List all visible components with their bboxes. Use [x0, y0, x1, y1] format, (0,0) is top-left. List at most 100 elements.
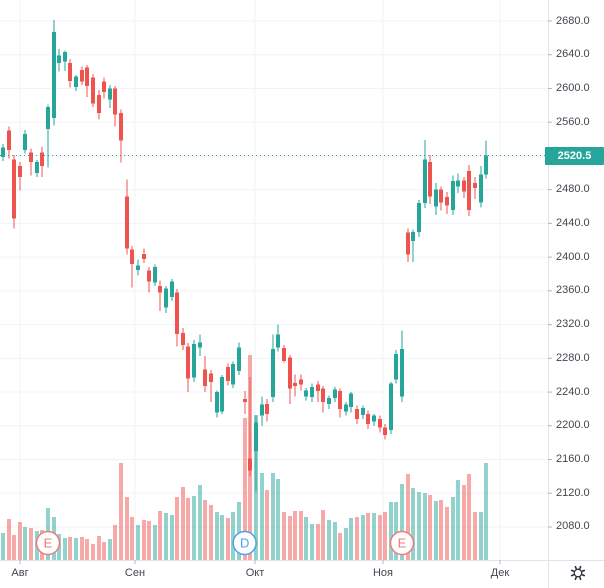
candle-body	[130, 249, 134, 264]
candle-body	[18, 166, 22, 178]
candle-body	[12, 159, 16, 219]
price-tick-label: 2480.0	[556, 183, 590, 196]
candle-body	[260, 404, 264, 416]
settings-gear-button[interactable]	[558, 560, 598, 586]
candle-body	[91, 77, 95, 104]
volume-bar	[372, 513, 376, 560]
candle-body	[271, 349, 275, 398]
volume-bar	[406, 474, 410, 560]
volume-bar	[175, 497, 179, 560]
volume-bar	[456, 480, 460, 560]
volume-bar	[316, 524, 320, 560]
earnings-marker[interactable]	[389, 530, 415, 556]
volume-bar	[282, 512, 286, 560]
last-price-value: 2520.5	[557, 149, 592, 162]
candle-body	[462, 180, 466, 192]
volume-bar	[142, 520, 146, 560]
volume-bar	[125, 497, 129, 560]
price-tick-label: 2320.0	[556, 318, 590, 331]
candle-body	[237, 347, 241, 371]
volume-bar	[467, 474, 471, 560]
price-tick-label: 2160.0	[556, 453, 590, 466]
price-tick-label: 2680.0	[556, 14, 590, 27]
price-tick-label: 2280.0	[556, 351, 590, 364]
month-label: Сен	[124, 567, 146, 579]
volume-bar	[7, 519, 11, 560]
candle-wick	[244, 391, 246, 414]
volume-bar	[344, 528, 348, 560]
volume-bar	[181, 487, 185, 560]
candle-body	[288, 357, 292, 389]
candle-body	[40, 152, 44, 167]
volume-bar	[192, 496, 196, 560]
candle-body	[479, 174, 483, 203]
candle-body	[456, 180, 460, 187]
candle-body	[29, 152, 33, 162]
candle-body	[102, 81, 106, 92]
volume-bar	[462, 485, 466, 560]
dividend-marker[interactable]	[232, 530, 257, 556]
volume-bar	[102, 542, 106, 560]
candle-body	[344, 404, 348, 412]
volume-bar	[18, 522, 22, 560]
volume-bar	[108, 539, 112, 560]
candle-body	[175, 292, 179, 334]
marker-letter: E	[398, 536, 407, 551]
volume-bar	[136, 525, 140, 560]
last-price-label: 2520.5	[545, 146, 604, 165]
volume-bar	[260, 473, 264, 560]
volume-bar	[327, 520, 331, 560]
volume-bar	[484, 463, 488, 560]
volume-bar	[378, 515, 382, 560]
candle-body	[97, 95, 101, 113]
volume-bar	[243, 418, 247, 560]
gear-icon	[570, 565, 586, 581]
volume-bar	[434, 501, 438, 560]
candle-body	[276, 334, 280, 348]
volume-bar	[85, 539, 89, 560]
candle-body	[215, 392, 219, 413]
candle-wick	[131, 246, 133, 288]
price-tick-label: 2120.0	[556, 486, 590, 499]
candle-body	[125, 196, 129, 249]
volume-bar	[394, 502, 398, 560]
volume-bar	[288, 516, 292, 560]
candle-body	[293, 382, 297, 387]
volume-bar	[198, 485, 202, 560]
volume-bar	[417, 492, 421, 560]
volume-bar	[473, 512, 477, 560]
candle-body	[63, 52, 67, 62]
price-tick-label: 2640.0	[556, 48, 590, 61]
candle-body	[366, 413, 370, 425]
volume-bar	[203, 500, 207, 560]
candle-body	[170, 281, 174, 297]
candle-body	[1, 147, 5, 157]
volume-pane	[1, 355, 488, 560]
volume-bar	[423, 493, 427, 560]
price-tick-label: 2400.0	[556, 250, 590, 263]
candle-body	[484, 155, 488, 175]
candle-body	[186, 346, 190, 379]
earnings-marker[interactable]	[35, 530, 61, 556]
candle-body	[243, 398, 247, 403]
month-label: Ноя	[372, 567, 394, 579]
volume-bar	[80, 537, 84, 560]
volume-bar	[271, 473, 275, 560]
volume-bar	[299, 511, 303, 560]
candle-body	[231, 364, 235, 385]
month-label: Дек	[490, 567, 510, 579]
candle-body	[389, 383, 393, 431]
candle-body	[383, 427, 387, 436]
candle-wick	[317, 381, 319, 403]
candle-body	[119, 112, 123, 141]
candle-body	[372, 415, 376, 422]
candle-body	[361, 408, 365, 415]
marker-letter: D	[240, 536, 249, 551]
volume-bar	[91, 544, 95, 560]
candle-body	[7, 130, 11, 151]
candle-body	[209, 373, 213, 382]
candle-body	[406, 232, 410, 255]
candle-body	[316, 384, 320, 392]
